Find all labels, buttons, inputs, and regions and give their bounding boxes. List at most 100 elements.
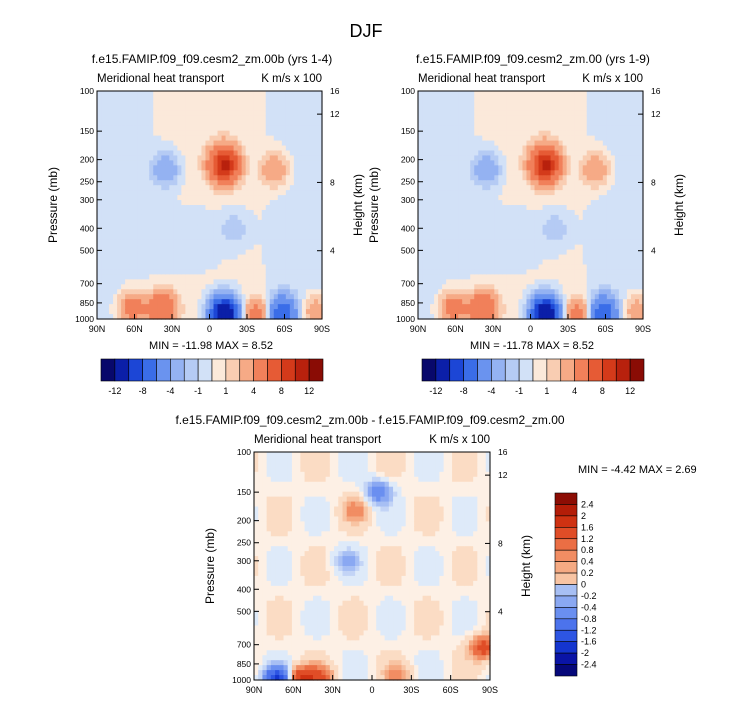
heatmap-cell — [169, 115, 174, 122]
heatmap-cell — [169, 284, 174, 290]
heatmap-cell — [526, 289, 532, 295]
heatmap-cell — [542, 185, 548, 191]
heatmap-cell — [121, 214, 126, 221]
heatmap-cell — [229, 244, 235, 251]
heatmap-cell — [474, 91, 479, 97]
heatmap-cell — [301, 165, 307, 171]
heatmap-cell — [538, 185, 544, 191]
heatmap-cell — [221, 249, 227, 256]
heatmap-cell — [554, 91, 560, 97]
heatmap-cell — [574, 185, 580, 191]
heatmap-cell — [209, 190, 215, 196]
heatmap-cell — [113, 120, 118, 127]
heatmap-cell — [177, 304, 182, 310]
heatmap-cell — [177, 125, 182, 132]
heatmap-cell — [538, 309, 544, 315]
heatmap-cell — [181, 95, 186, 102]
heatmap-cell — [297, 289, 303, 295]
heatmap-cell — [618, 269, 624, 275]
heatmap-cell — [217, 279, 223, 285]
heatmap-cell — [201, 110, 207, 117]
heatmap-cell — [422, 155, 427, 161]
heatmap-cell — [125, 160, 130, 166]
heatmap-cell — [618, 91, 624, 97]
heatmap-cell — [418, 205, 423, 211]
heatmap-cell — [153, 150, 158, 157]
heatmap-cell — [249, 214, 255, 221]
heatmap-cell — [558, 304, 564, 310]
heatmap-cell — [249, 229, 255, 236]
heatmap-cell — [109, 259, 114, 266]
heatmap-cell — [289, 195, 295, 201]
heatmap-cell — [237, 125, 243, 132]
heatmap-cell — [249, 224, 255, 231]
heatmap-cell — [538, 274, 544, 280]
heatmap-cell — [518, 289, 524, 295]
heatmap-cell — [478, 165, 483, 171]
heatmap-cell — [466, 125, 471, 132]
heatmap-cell — [265, 105, 271, 112]
heatmap-cell — [506, 180, 512, 186]
colorbar-swatch — [294, 358, 310, 382]
heatmap-cell — [309, 264, 315, 271]
heatmap-cell — [618, 264, 624, 271]
heatmap-cell — [209, 130, 215, 137]
heatmap-cell — [546, 110, 552, 117]
heatmap-cell — [522, 274, 528, 280]
heatmap-cell — [289, 145, 295, 152]
heatmap-cell — [193, 249, 199, 256]
heatmap-cell — [169, 200, 174, 206]
heatmap-cell — [109, 180, 114, 186]
heatmap-cell — [205, 195, 211, 201]
heatmap-cell — [478, 229, 483, 236]
heatmap-cell — [237, 274, 243, 280]
heatmap-cell — [269, 135, 275, 142]
heatmap-cell — [245, 274, 251, 280]
heatmap-cell — [109, 205, 114, 211]
heatmap-cell — [309, 279, 315, 285]
heatmap-cell — [566, 294, 572, 300]
heatmap-cell — [249, 254, 255, 261]
heatmap-cell — [586, 219, 592, 226]
heatmap-cell — [225, 269, 231, 275]
heatmap-cell — [169, 135, 174, 142]
heatmap-cell — [442, 150, 447, 157]
x-tick-label: 90S — [314, 324, 330, 334]
heatmap-cell — [594, 105, 600, 112]
heatmap-cell — [261, 195, 267, 201]
heatmap-cell — [470, 209, 475, 216]
heatmap-cell — [486, 309, 491, 315]
heatmap-cell — [225, 249, 231, 256]
heatmap-cell — [253, 165, 259, 171]
heatmap-cell — [293, 284, 299, 290]
heatmap-cell — [562, 309, 568, 315]
heatmap-cell — [514, 140, 520, 147]
heatmap-cell — [157, 160, 162, 166]
heatmap-cell — [141, 254, 146, 261]
heatmap-cell — [237, 145, 243, 152]
heatmap-cell — [618, 150, 624, 157]
heatmap-cell — [498, 150, 503, 157]
heatmap-cell — [442, 309, 447, 315]
heatmap-cell — [490, 299, 495, 305]
heatmap-cell — [105, 239, 110, 246]
heatmap-cell — [153, 234, 158, 241]
heatmap-cell — [153, 145, 158, 152]
heatmap-cell — [482, 195, 487, 201]
heatmap-cell — [534, 120, 540, 127]
heatmap-cell — [594, 214, 600, 221]
heatmap-cell — [466, 200, 471, 206]
heatmap-cell — [594, 160, 600, 166]
heatmap-cell — [109, 135, 114, 142]
heatmap-cell — [482, 170, 487, 176]
heatmap-cell — [153, 224, 158, 231]
heatmap-cell — [538, 95, 544, 102]
heatmap-cell — [602, 299, 608, 305]
heatmap-cell — [281, 200, 287, 206]
heatmap-cell — [602, 294, 608, 300]
heatmap-cell — [478, 145, 483, 152]
heatmap-cell — [418, 165, 423, 171]
heatmap-cell — [590, 234, 596, 241]
heatmap-cell — [430, 209, 435, 216]
heatmap-cell — [169, 155, 174, 161]
